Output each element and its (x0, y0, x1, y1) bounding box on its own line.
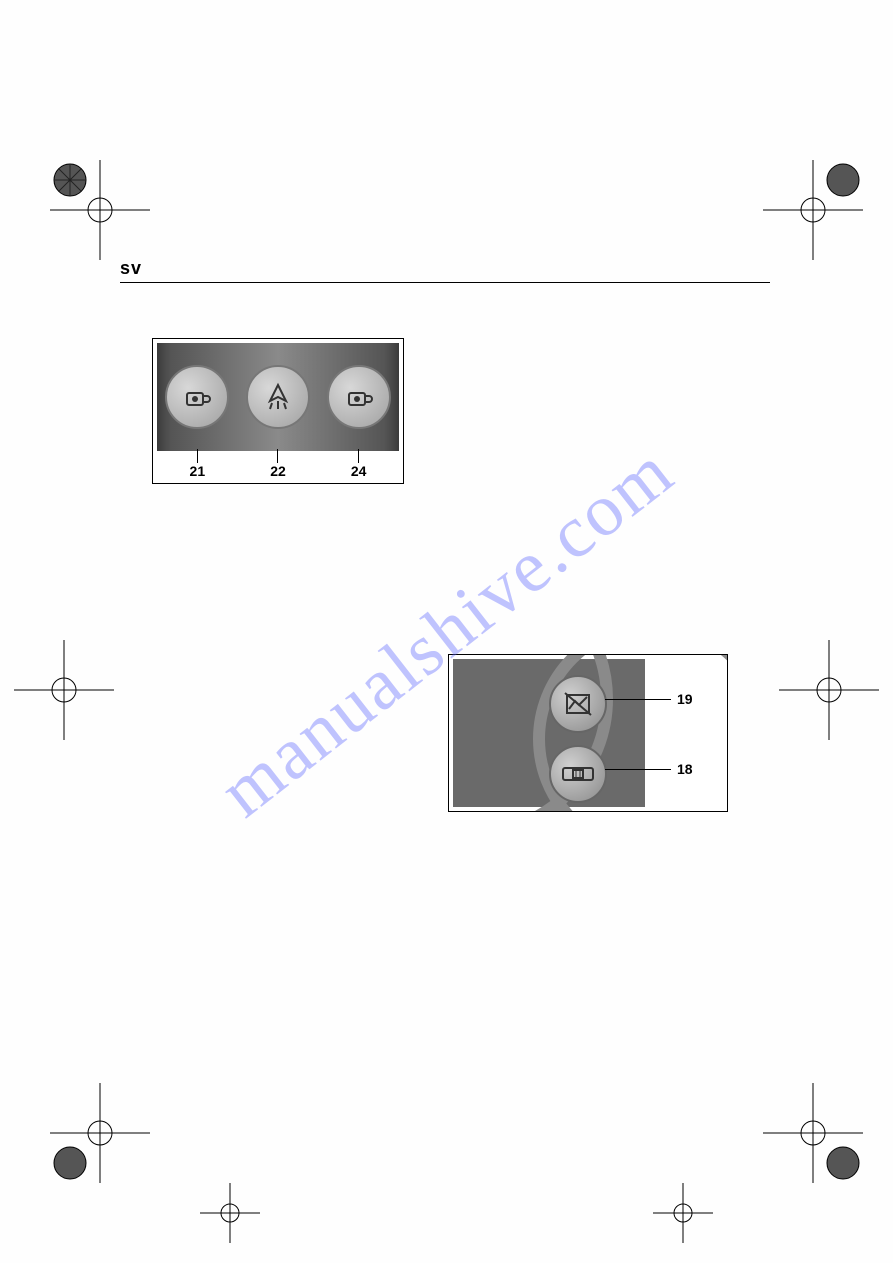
crop-mark-bot-left (50, 1083, 150, 1183)
crop-mark-top-right (763, 160, 863, 260)
label-24: 24 (329, 463, 389, 479)
crop-mark-mid-left (14, 640, 114, 740)
button-21 (165, 365, 229, 429)
crop-mark-mid-right (779, 640, 879, 740)
header-divider (120, 282, 770, 283)
control-panel-1: 21 22 24 (152, 338, 404, 484)
label-22: 22 (248, 463, 308, 479)
page-language-label: sv (120, 258, 142, 279)
crop-mark-top-left (50, 160, 150, 260)
crop-mark-bot-right (763, 1083, 863, 1183)
cup-icon (179, 379, 215, 415)
flame-icon (260, 379, 296, 415)
label-19: 19 (677, 691, 693, 707)
button-24 (327, 365, 391, 429)
crop-mark-bot-left-2 (200, 1183, 260, 1243)
button-19 (549, 675, 607, 733)
button-22 (246, 365, 310, 429)
control-panel-2: 19 18 (448, 654, 728, 812)
crop-mark-bot-right-2 (653, 1183, 713, 1243)
chart-icon (563, 689, 593, 719)
label-18: 18 (677, 761, 693, 777)
level-icon (561, 764, 595, 784)
cup-icon (341, 379, 377, 415)
label-21: 21 (167, 463, 227, 479)
button-18 (549, 745, 607, 803)
